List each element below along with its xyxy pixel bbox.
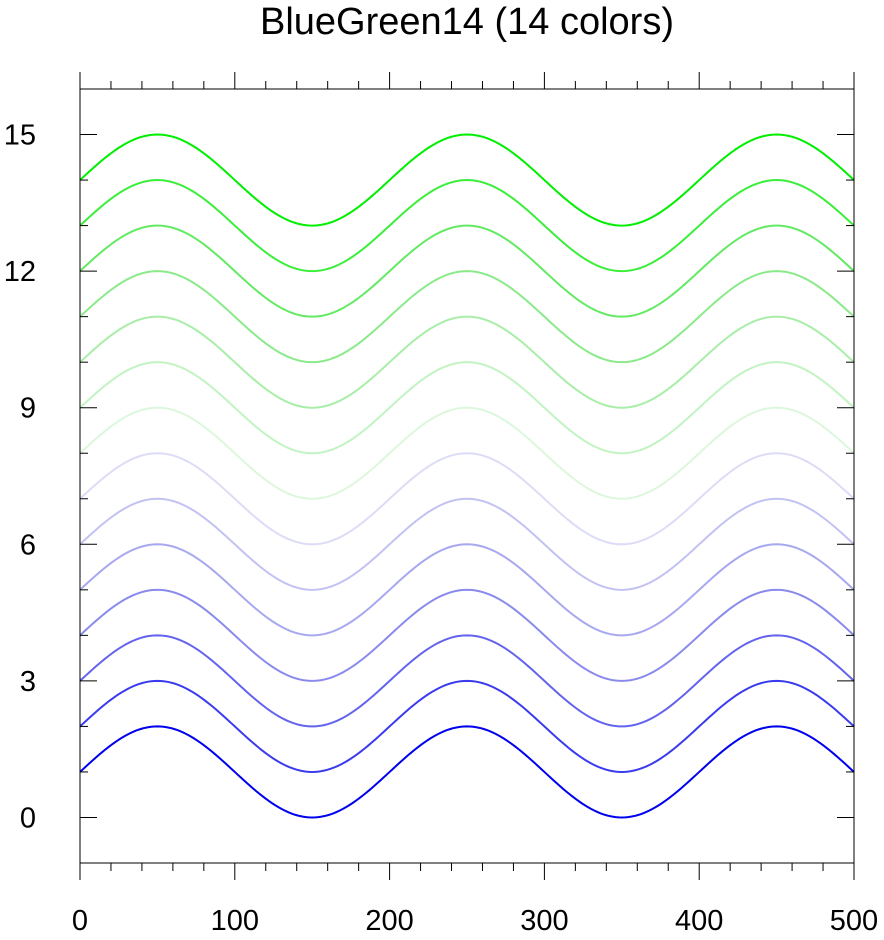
tick-labels: 0 100 200 300 400 500 0 3 6 9 12 15 (4, 120, 878, 937)
y-tick-label: 0 (20, 802, 36, 834)
series-line-8 (79, 406, 855, 500)
series-line-4 (79, 588, 855, 682)
y-tick-label: 12 (4, 256, 36, 288)
series-lines (79, 133, 855, 819)
plot-frame (79, 88, 855, 864)
x-tick-label: 500 (830, 905, 878, 935)
x-tick-label: 400 (675, 905, 723, 935)
series-line-13 (79, 179, 855, 273)
series-line-10 (79, 315, 855, 409)
axis-ticks (79, 72, 855, 880)
x-tick-label: 100 (211, 905, 259, 935)
series-line-9 (79, 361, 855, 455)
series-line-7 (79, 452, 855, 546)
chart-title: BlueGreen14 (14 colors) (260, 1, 674, 43)
series-line-5 (79, 543, 855, 637)
x-tick-label: 300 (520, 905, 568, 935)
x-tick-label: 0 (72, 905, 88, 935)
series-line-3 (79, 634, 855, 728)
y-tick-label: 3 (20, 666, 36, 698)
y-tick-label: 15 (4, 120, 36, 152)
y-tick-label: 6 (20, 529, 36, 561)
series-line-6 (79, 497, 855, 591)
series-line-11 (79, 270, 855, 364)
series-line-1 (79, 725, 855, 819)
x-tick-label: 200 (365, 905, 413, 935)
series-line-14 (79, 133, 855, 227)
y-tick-label: 9 (20, 393, 36, 425)
series-line-2 (79, 679, 855, 773)
series-line-12 (79, 224, 855, 318)
